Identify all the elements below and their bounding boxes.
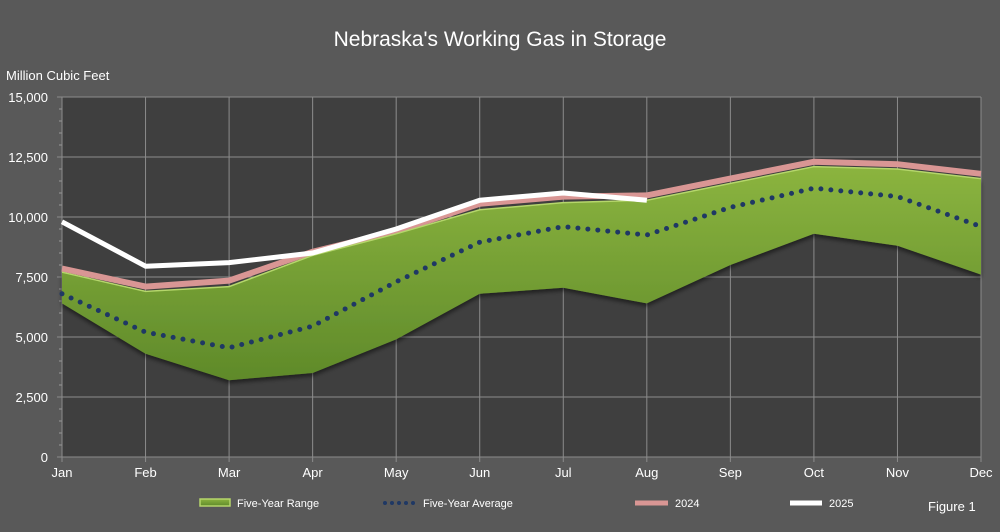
x-tick-label: Sep xyxy=(719,465,742,480)
y-tick-label: 2,500 xyxy=(15,390,48,405)
chart-title: Nebraska's Working Gas in Storage xyxy=(333,28,667,51)
x-tick-label: Jan xyxy=(52,465,73,480)
x-tick-label: Apr xyxy=(303,465,324,480)
y-tick-label: 10,000 xyxy=(8,210,48,225)
y-axis-label: Million Cubic Feet xyxy=(6,68,110,83)
five-year-range-top-edge xyxy=(61,165,982,293)
series-2024-line xyxy=(61,158,982,290)
x-tick-label: Dec xyxy=(969,465,993,480)
x-tick-label: May xyxy=(384,465,409,480)
y-tick-label: 7,500 xyxy=(15,270,48,285)
x-tick-label: Nov xyxy=(886,465,910,480)
x-tick-label: Mar xyxy=(218,465,241,480)
series-2025-line xyxy=(60,190,648,269)
x-tick-label: Jul xyxy=(555,465,572,480)
x-tick-label: Feb xyxy=(134,465,156,480)
figure-label: Figure 1 xyxy=(928,499,976,514)
legend-label-2025: 2025 xyxy=(829,498,853,510)
legend-label-2024: 2024 xyxy=(675,498,699,510)
legend-swatch-five-year-range xyxy=(199,498,231,507)
y-tick-label: 0 xyxy=(41,450,48,465)
y-tick-label: 15,000 xyxy=(8,90,48,105)
five-year-range-band xyxy=(62,166,981,381)
x-tick-label: Aug xyxy=(635,465,658,480)
legend-label-five-year-average: Five-Year Average xyxy=(423,498,513,510)
y-tick-label: 12,500 xyxy=(8,150,48,165)
x-tick-label: Oct xyxy=(804,465,825,480)
y-tick-label: 5,000 xyxy=(15,330,48,345)
x-tick-label: Jun xyxy=(469,465,490,480)
legend-label-five-year-range: Five-Year Range xyxy=(237,498,319,510)
